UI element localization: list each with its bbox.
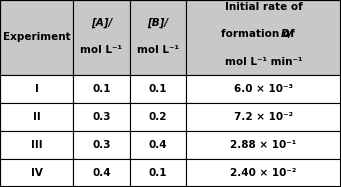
Bar — [130, 131, 186, 159]
Text: 0.2: 0.2 — [148, 112, 167, 122]
Bar — [130, 75, 186, 103]
Bar — [73, 75, 130, 103]
Bar — [186, 75, 341, 103]
Text: 0.4: 0.4 — [148, 140, 167, 150]
Bar — [130, 159, 186, 187]
Text: 0.1: 0.1 — [148, 168, 167, 178]
Bar — [73, 0, 130, 75]
Bar — [73, 159, 130, 187]
Bar — [0, 159, 73, 187]
Text: formation of: formation of — [221, 29, 306, 39]
Bar — [73, 103, 130, 131]
Bar — [0, 75, 73, 103]
Text: 6.0 × 10⁻³: 6.0 × 10⁻³ — [234, 84, 293, 94]
Bar — [0, 103, 73, 131]
Bar — [186, 131, 341, 159]
Text: 0.1: 0.1 — [148, 84, 167, 94]
Text: [B]/: [B]/ — [147, 17, 168, 27]
Text: mol L⁻¹: mol L⁻¹ — [80, 45, 122, 56]
Text: Experiment: Experiment — [3, 32, 71, 42]
Text: II: II — [33, 112, 41, 122]
Bar — [130, 103, 186, 131]
Text: 0.1: 0.1 — [92, 84, 111, 94]
Text: 7.2 × 10⁻²: 7.2 × 10⁻² — [234, 112, 293, 122]
Text: [A]/: [A]/ — [91, 17, 112, 27]
Text: 0.3: 0.3 — [92, 140, 111, 150]
Text: I: I — [35, 84, 39, 94]
Bar — [73, 131, 130, 159]
Text: mol L⁻¹: mol L⁻¹ — [137, 45, 179, 56]
Text: 2.40 × 10⁻²: 2.40 × 10⁻² — [230, 168, 297, 178]
Text: 2.88 × 10⁻¹: 2.88 × 10⁻¹ — [230, 140, 297, 150]
Bar — [186, 0, 341, 75]
Text: D/: D/ — [281, 29, 293, 39]
Bar — [186, 103, 341, 131]
Text: 0.4: 0.4 — [92, 168, 111, 178]
Bar — [130, 0, 186, 75]
Text: 0.3: 0.3 — [92, 112, 111, 122]
Bar — [186, 159, 341, 187]
Bar — [0, 0, 73, 75]
Text: mol L⁻¹ min⁻¹: mol L⁻¹ min⁻¹ — [225, 57, 302, 67]
Bar — [0, 131, 73, 159]
Text: Initial rate of: Initial rate of — [224, 2, 302, 13]
Text: IV: IV — [31, 168, 43, 178]
Text: III: III — [31, 140, 43, 150]
